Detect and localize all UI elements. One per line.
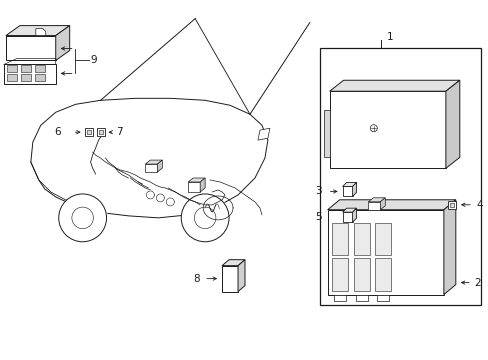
Polygon shape	[342, 212, 352, 222]
Polygon shape	[6, 36, 56, 60]
Text: 1: 1	[386, 32, 393, 41]
Bar	[7, 75, 17, 81]
Polygon shape	[56, 26, 69, 60]
Bar	[86, 130, 90, 134]
Circle shape	[181, 194, 228, 242]
Polygon shape	[329, 91, 445, 168]
Bar	[21, 66, 31, 72]
Polygon shape	[238, 260, 244, 292]
Text: 3: 3	[314, 186, 321, 197]
Text: 9: 9	[90, 55, 97, 66]
Bar	[4, 64, 56, 84]
Circle shape	[59, 194, 106, 242]
Polygon shape	[367, 198, 385, 202]
Bar	[375, 258, 390, 291]
Polygon shape	[188, 178, 205, 182]
Polygon shape	[367, 202, 380, 210]
Polygon shape	[342, 208, 356, 212]
Bar	[331, 223, 347, 255]
Text: 6: 6	[54, 127, 61, 137]
Bar	[21, 75, 31, 81]
Polygon shape	[323, 111, 329, 157]
Circle shape	[369, 125, 377, 132]
Bar	[331, 258, 347, 291]
Polygon shape	[145, 160, 162, 164]
Polygon shape	[327, 200, 455, 210]
Polygon shape	[329, 80, 459, 91]
Polygon shape	[222, 260, 244, 266]
Bar	[35, 66, 45, 72]
Polygon shape	[445, 80, 459, 168]
Text: 7: 7	[116, 127, 123, 137]
Text: 4: 4	[475, 200, 482, 210]
Polygon shape	[258, 128, 269, 140]
Polygon shape	[145, 164, 157, 172]
Polygon shape	[31, 98, 267, 218]
Polygon shape	[188, 182, 200, 192]
Polygon shape	[200, 178, 205, 192]
Polygon shape	[157, 160, 162, 172]
Text: 2: 2	[473, 278, 479, 288]
Bar	[333, 294, 345, 301]
Bar	[375, 223, 390, 255]
Bar	[7, 66, 17, 72]
Bar	[319, 48, 480, 305]
Bar	[35, 75, 45, 81]
Text: 5: 5	[314, 212, 321, 222]
Polygon shape	[352, 208, 356, 222]
Bar	[377, 294, 388, 301]
Bar	[96, 128, 104, 136]
Polygon shape	[352, 183, 356, 197]
Bar	[355, 294, 367, 301]
Polygon shape	[443, 200, 455, 294]
Bar	[353, 223, 369, 255]
Polygon shape	[342, 186, 352, 197]
Bar	[84, 128, 92, 136]
Bar	[99, 130, 102, 134]
Bar	[353, 258, 369, 291]
Text: 8: 8	[193, 274, 200, 284]
Bar	[447, 201, 455, 209]
Polygon shape	[6, 26, 69, 36]
Polygon shape	[380, 198, 385, 210]
Bar	[449, 203, 453, 207]
Polygon shape	[36, 28, 46, 36]
Polygon shape	[222, 266, 238, 292]
Circle shape	[194, 207, 216, 229]
Circle shape	[72, 207, 93, 229]
Polygon shape	[327, 210, 443, 294]
Polygon shape	[342, 183, 356, 186]
